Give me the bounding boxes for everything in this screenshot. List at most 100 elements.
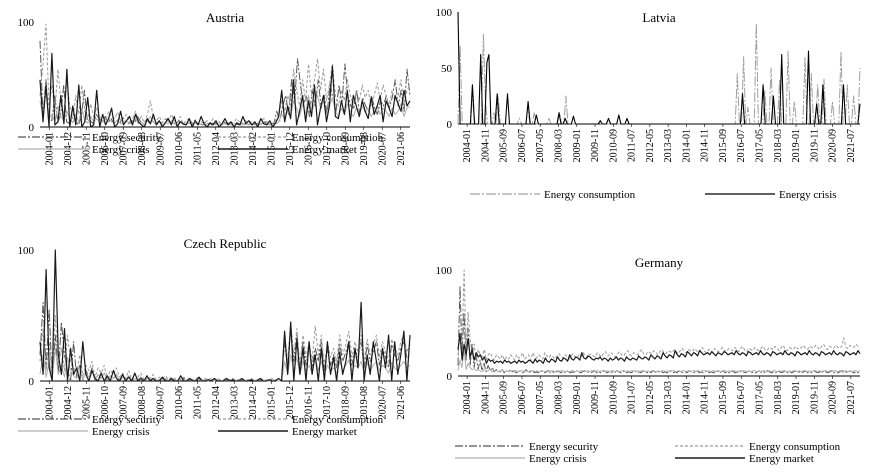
x-tick-label: 2019-11 bbox=[809, 129, 820, 162]
x-tick-label: 2005-09 bbox=[499, 381, 510, 414]
x-tick-label: 2019-11 bbox=[809, 381, 820, 414]
series-line-0 bbox=[457, 22, 861, 125]
legend-label: Energy consumption bbox=[292, 414, 384, 426]
chart-title: Latvia bbox=[642, 10, 675, 25]
series-line-0 bbox=[39, 301, 411, 382]
x-tick-label: 2014-01 bbox=[681, 129, 692, 162]
y-tick-label: 0 bbox=[447, 119, 453, 131]
x-tick-label: 2004-12 bbox=[63, 386, 74, 419]
x-tick-label: 2004-11 bbox=[480, 381, 491, 414]
x-tick-label: 2007-09 bbox=[118, 386, 129, 419]
x-tick-label: 2018-09 bbox=[340, 386, 351, 419]
x-tick-label: 2009-11 bbox=[590, 129, 601, 162]
x-tick-label: 2021-06 bbox=[396, 132, 407, 165]
x-tick-label: 2013-03 bbox=[229, 386, 240, 419]
legend-label: Energy security bbox=[529, 441, 599, 453]
x-tick-label: 2021-06 bbox=[396, 386, 407, 419]
x-tick-label: 2012-05 bbox=[645, 129, 656, 162]
series-line-2 bbox=[457, 349, 861, 373]
x-tick-label: 2008-03 bbox=[554, 381, 565, 414]
x-tick-label: 2020-09 bbox=[828, 381, 839, 414]
x-tick-label: 2012-04 bbox=[211, 132, 222, 165]
x-tick-label: 2009-07 bbox=[155, 386, 166, 419]
chart-title: Czech Republic bbox=[184, 236, 267, 251]
x-tick-label: 2019-08 bbox=[359, 386, 370, 419]
x-tick-label: 2011-07 bbox=[627, 129, 638, 162]
x-tick-label: 2021-07 bbox=[846, 129, 857, 162]
x-tick-label: 2016-07 bbox=[736, 129, 747, 162]
x-tick-label: 2015-01 bbox=[266, 386, 277, 419]
x-tick-label: 2014-02 bbox=[248, 386, 259, 419]
x-tick-label: 2015-12 bbox=[285, 386, 296, 419]
x-tick-label: 2020-07 bbox=[377, 132, 388, 165]
x-tick-label: 2019-08 bbox=[359, 132, 370, 165]
x-tick-label: 2010-06 bbox=[174, 132, 185, 165]
x-tick-label: 2014-11 bbox=[700, 129, 711, 162]
legend-label: Energy crisis bbox=[779, 189, 837, 201]
chart-title: Austria bbox=[206, 10, 245, 25]
x-tick-label: 2005-11 bbox=[81, 386, 92, 419]
x-tick-label: 2015-09 bbox=[718, 381, 729, 414]
x-tick-label: 2018-03 bbox=[773, 129, 784, 162]
x-tick-label: 2007-05 bbox=[535, 129, 546, 162]
series-line-1 bbox=[39, 23, 411, 125]
series-line-3 bbox=[39, 52, 411, 128]
legend-label: Energy market bbox=[292, 144, 357, 156]
x-tick-label: 2017-05 bbox=[755, 129, 766, 162]
series-line-0 bbox=[457, 285, 861, 374]
series-line-1 bbox=[457, 11, 861, 125]
x-tick-label: 2006-10 bbox=[100, 386, 111, 419]
chart-panel-2: Czech Republic 0 100 2004-01 2004-12 2005-11 2… bbox=[18, 236, 411, 438]
x-tick-label: 2007-09 bbox=[118, 132, 129, 165]
chart-panel-1: Latvia 0 50 100 2004-01 2004-11 2005-09 2006-07… bbox=[436, 7, 861, 201]
x-tick-label: 2020-09 bbox=[828, 129, 839, 162]
legend-label: Energy consumption bbox=[292, 132, 384, 144]
legend-label: Energy consumption bbox=[544, 189, 636, 201]
y-tick-label: 50 bbox=[441, 63, 453, 75]
x-tick-label: 2006-10 bbox=[100, 132, 111, 165]
x-tick-label: 2019-01 bbox=[791, 381, 802, 414]
x-tick-label: 2006-07 bbox=[517, 381, 528, 414]
x-tick-label: 2016-11 bbox=[303, 386, 314, 419]
x-tick-label: 2015-09 bbox=[718, 129, 729, 162]
x-tick-label: 2018-03 bbox=[773, 381, 784, 414]
legend-label: Energy consumption bbox=[749, 441, 841, 453]
x-tick-label: 2011-05 bbox=[192, 386, 203, 419]
x-tick-label: 2010-09 bbox=[608, 129, 619, 162]
legend-label: Energy crisis bbox=[92, 426, 150, 438]
x-tick-label: 2013-03 bbox=[663, 129, 674, 162]
x-tick-label: 2008-08 bbox=[137, 386, 148, 419]
x-tick-label: 2019-01 bbox=[791, 129, 802, 162]
x-tick-label: 2011-07 bbox=[627, 381, 638, 414]
legend-label: Energy crisis bbox=[92, 144, 150, 156]
x-tick-label: 2005-09 bbox=[499, 129, 510, 162]
x-tick-label: 2010-06 bbox=[174, 386, 185, 419]
legend-label: Energy security bbox=[92, 414, 162, 426]
x-tick-label: 2014-01 bbox=[681, 381, 692, 414]
x-tick-label: 2017-10 bbox=[322, 132, 333, 165]
x-tick-label: 2020-07 bbox=[377, 386, 388, 419]
x-tick-label: 2009-07 bbox=[155, 132, 166, 165]
series-line-3 bbox=[457, 333, 861, 364]
x-tick-label: 2009-01 bbox=[572, 381, 583, 414]
x-tick-label: 2009-01 bbox=[572, 129, 583, 162]
legend-label: Energy market bbox=[292, 426, 357, 438]
x-tick-label: 2004-01 bbox=[44, 386, 55, 419]
y-tick-label: 0 bbox=[29, 122, 35, 134]
x-tick-label: 2011-05 bbox=[192, 132, 203, 165]
x-tick-label: 2016-07 bbox=[736, 381, 747, 414]
x-tick-label: 2017-10 bbox=[322, 386, 333, 419]
x-tick-label: 2004-11 bbox=[480, 129, 491, 162]
y-tick-label: 100 bbox=[18, 17, 35, 29]
x-tick-label: 2013-03 bbox=[663, 381, 674, 414]
x-tick-label: 2012-04 bbox=[211, 386, 222, 419]
chart-panel-3: Germany 0 100 2004-01 2004-11 2005-09 2006-07 2… bbox=[436, 255, 861, 465]
legend-label: Energy security bbox=[92, 132, 162, 144]
series-line-1 bbox=[39, 315, 411, 381]
x-tick-label: 2004-01 bbox=[462, 381, 473, 414]
x-tick-label: 2004-01 bbox=[462, 129, 473, 162]
x-tick-label: 2012-05 bbox=[645, 381, 656, 414]
legend-label: Energy crisis bbox=[529, 453, 587, 465]
x-tick-label: 2007-05 bbox=[535, 381, 546, 414]
